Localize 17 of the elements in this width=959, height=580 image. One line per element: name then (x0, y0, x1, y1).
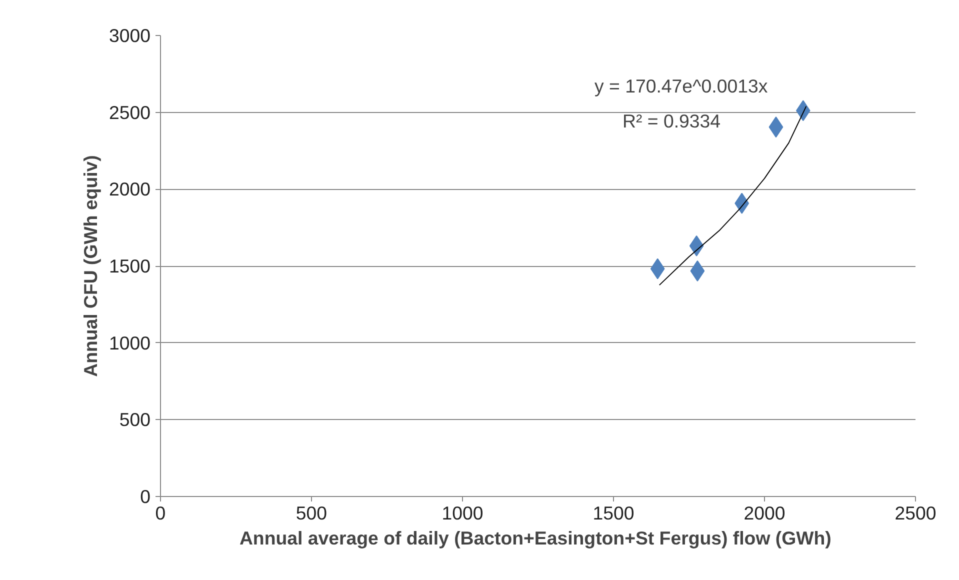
y-axis-title: Annual CFU (GWh equiv) (80, 155, 101, 377)
y-tick-label: 1000 (108, 332, 151, 354)
x-tick-label: 1500 (592, 502, 634, 524)
y-tick-label: 2000 (108, 178, 151, 200)
x-tick-label: 0 (155, 502, 166, 524)
x-tick-label: 1000 (442, 502, 484, 524)
y-tick-label: 500 (119, 409, 151, 430)
x-axis-title: Annual average of daily (Bacton+Easington+St Fergus) flow (GWh) (239, 528, 832, 548)
annotation: R² = 0.9334 (622, 110, 721, 132)
y-tick-label: 1500 (108, 256, 151, 276)
y-tick-label: 3000 (108, 25, 151, 46)
y-tick-label: 0 (140, 486, 151, 507)
x-tick-label: 500 (296, 502, 328, 524)
y-tick-label: 2500 (108, 102, 151, 123)
annotation: y = 170.47e^0.0013x (594, 76, 768, 96)
x-tick-label: 2000 (744, 502, 786, 524)
x-tick-label: 2500 (894, 502, 936, 524)
